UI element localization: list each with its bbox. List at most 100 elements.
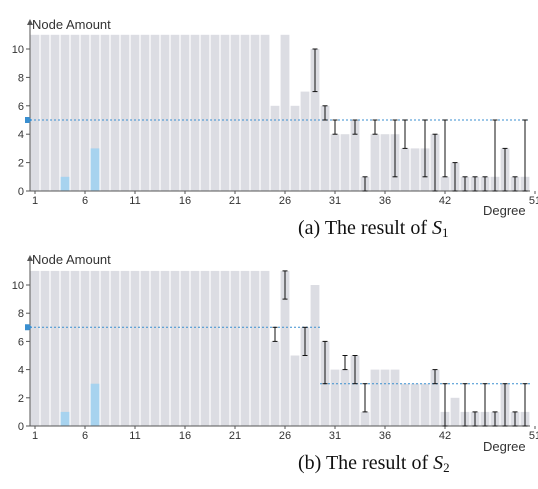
bar-degree-25: [271, 341, 280, 426]
bar-degree-20: [221, 271, 230, 426]
bar-degree-26: [281, 35, 290, 191]
bar-degree-31: [331, 134, 340, 191]
bar-degree-23: [251, 271, 260, 426]
bar-degree-12: [141, 35, 150, 191]
bar-degree-34: [361, 412, 370, 426]
y-tick-label-2: 2: [18, 158, 24, 170]
x-tick-label-42: 42: [439, 195, 451, 207]
y-tick-label-8: 8: [18, 72, 24, 84]
x-tick-label-51: 51: [529, 430, 538, 442]
bar-degree-2: [41, 271, 50, 426]
bar-degree-24: [261, 271, 270, 426]
bar-degree-1: [31, 271, 40, 426]
bar-degree-21: [231, 271, 240, 426]
bar-degree-32: [341, 370, 350, 426]
bar-degree-2: [41, 35, 50, 191]
x-tick-label-51: 51: [529, 195, 538, 207]
x-tick-label-11: 11: [129, 430, 140, 442]
bar-degree-16: [181, 35, 190, 191]
bar-degree-15: [171, 271, 180, 426]
bar-degree-6: [81, 271, 90, 426]
bar-degree-22: [241, 35, 250, 191]
y-axis-label-b: Node Amount: [32, 252, 111, 267]
bar-degree-14: [161, 35, 170, 191]
bar-degree-25: [271, 106, 280, 191]
bar-degree-43: [451, 398, 460, 426]
y-tick-label-0: 0: [18, 186, 24, 198]
bar-degree-9: [111, 271, 120, 426]
bar-degree-4: [61, 271, 70, 426]
bar-degree-19: [211, 35, 220, 191]
y-tick-label-10: 10: [12, 280, 24, 292]
bar-degree-13: [151, 35, 160, 191]
bar-degree-3: [51, 271, 60, 426]
bar-degree-42: [441, 177, 450, 191]
y-tick-label-10: 10: [12, 44, 24, 56]
highlight-bar-degree-7: [91, 384, 100, 426]
x-tick-label-16: 16: [179, 195, 191, 207]
x-tick-label-6: 6: [82, 195, 88, 207]
bar-degree-29: [311, 285, 320, 426]
bar-degree-12: [141, 271, 150, 426]
bar-degree-1: [31, 35, 40, 191]
bar-degree-35: [371, 370, 380, 426]
bar-degree-38: [401, 148, 410, 191]
highlight-bar-degree-4: [61, 177, 70, 191]
x-tick-label-21: 21: [229, 195, 241, 207]
y-tick-label-6: 6: [18, 101, 24, 113]
bar-degree-10: [121, 35, 130, 191]
x-tick-label-16: 16: [179, 430, 191, 442]
x-tick-label-42: 42: [439, 430, 451, 442]
bar-degree-13: [151, 271, 160, 426]
bar-degree-15: [171, 35, 180, 191]
y-tick-label-4: 4: [18, 129, 24, 141]
bar-degree-36: [381, 370, 390, 426]
bar-degree-32: [341, 134, 350, 191]
bar-degree-9: [111, 35, 120, 191]
x-tick-label-26: 26: [279, 195, 291, 207]
y-tick-label-8: 8: [18, 308, 24, 320]
bar-degree-8: [101, 271, 110, 426]
chart-panel-b: Node Amount Degree (b) The result of S2 …: [12, 252, 538, 475]
highlight-bar-degree-4: [61, 412, 70, 426]
bar-degree-17: [191, 35, 200, 191]
bar-degree-27: [291, 356, 300, 427]
caption-a: (a) The result of S1: [298, 217, 449, 240]
y-axis-label-a: Node Amount: [32, 17, 111, 32]
x-tick-label-36: 36: [379, 195, 391, 207]
x-tick-label-1: 1: [32, 430, 38, 442]
bar-degree-37: [391, 370, 400, 426]
bar-degree-6: [81, 35, 90, 191]
x-tick-label-6: 6: [82, 430, 88, 442]
x-axis-label-a: Degree: [483, 203, 526, 218]
bar-degree-11: [131, 35, 140, 191]
bar-degree-11: [131, 271, 140, 426]
bar-degree-18: [201, 35, 210, 191]
bar-degree-5: [71, 271, 80, 426]
caption-b: (b) The result of S2: [298, 452, 450, 475]
bar-degree-21: [231, 35, 240, 191]
bar-degree-16: [181, 271, 190, 426]
x-tick-label-31: 31: [329, 430, 341, 442]
bar-degree-10: [121, 271, 130, 426]
bar-degree-39: [411, 148, 420, 191]
highlight-bar-degree-7: [91, 148, 100, 191]
y-tick-label-2: 2: [18, 393, 24, 405]
bar-degree-22: [241, 271, 250, 426]
x-tick-label-11: 11: [129, 195, 140, 207]
x-axis-label-b: Degree: [483, 439, 526, 454]
bar-degree-20: [221, 35, 230, 191]
bar-degree-31: [331, 370, 340, 426]
chart-panel-a: Node Amount Degree (a) The result of S1 …: [12, 17, 538, 240]
bar-degree-28: [301, 92, 310, 191]
y-tick-label-4: 4: [18, 365, 24, 377]
bar-degree-17: [191, 271, 200, 426]
bar-degree-18: [201, 271, 210, 426]
bar-degree-4: [61, 35, 70, 191]
x-tick-label-31: 31: [329, 195, 341, 207]
x-tick-label-26: 26: [279, 430, 291, 442]
bar-degree-38: [401, 384, 410, 426]
bar-degree-24: [261, 35, 270, 191]
x-tick-label-1: 1: [32, 195, 38, 207]
